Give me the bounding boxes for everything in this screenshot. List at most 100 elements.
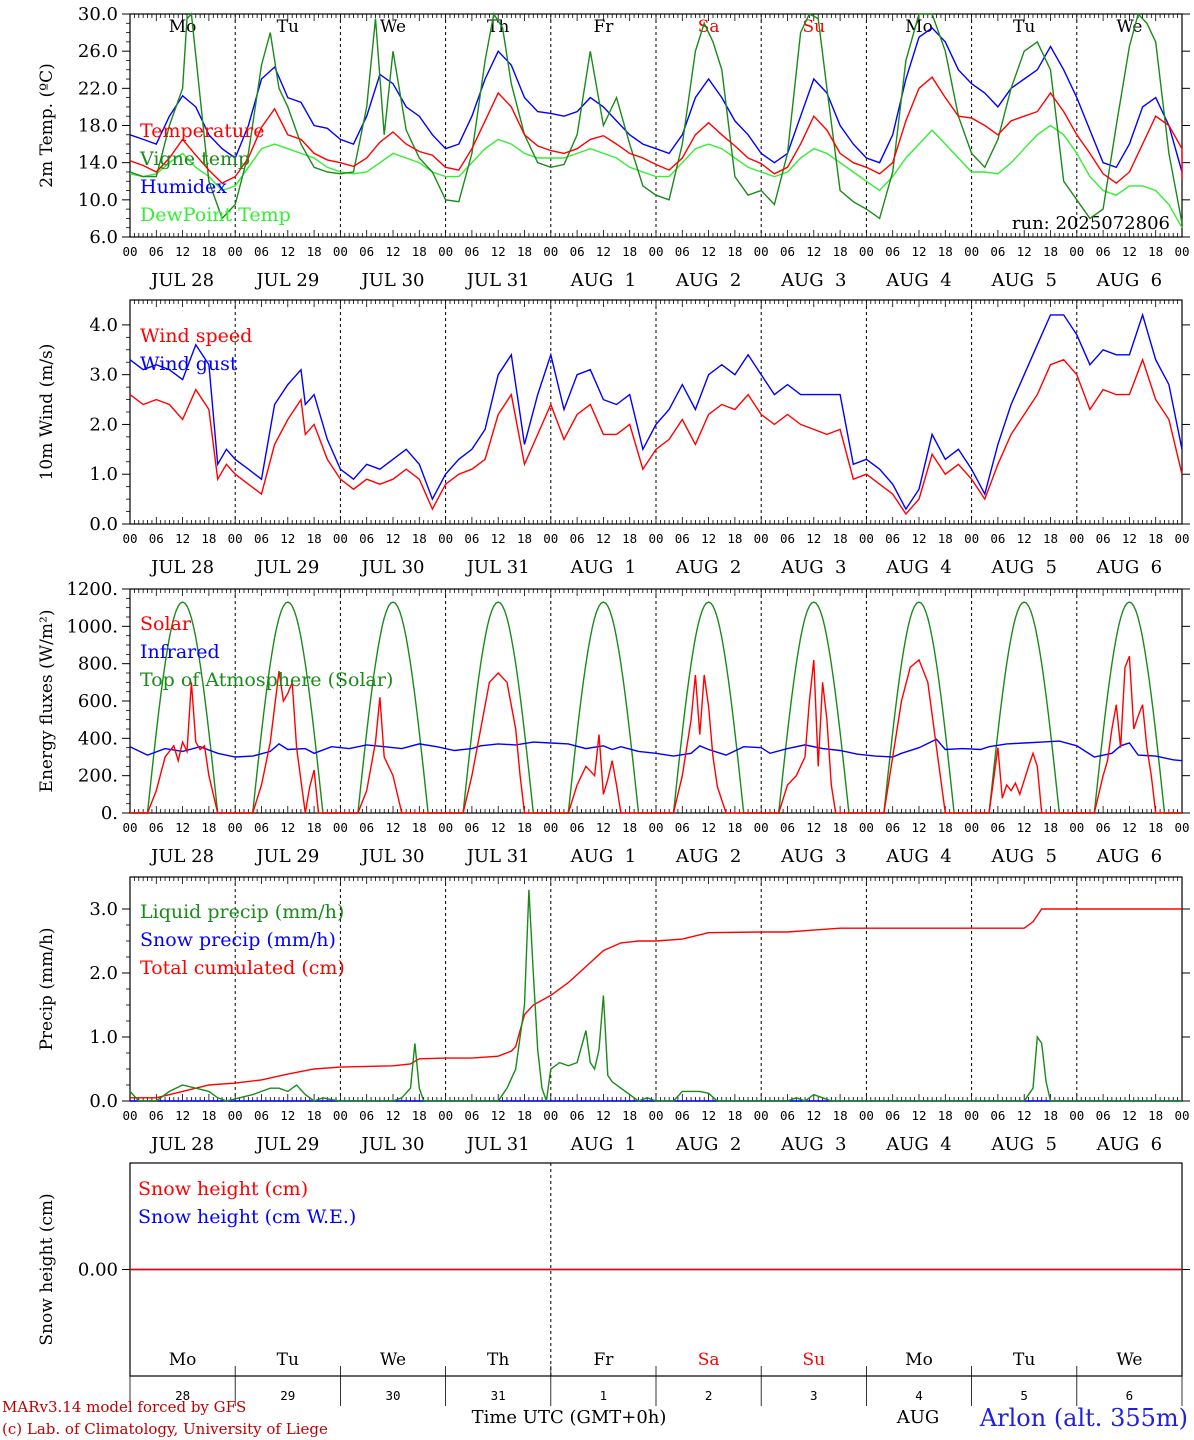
y-tick-label: 1000.	[66, 616, 118, 637]
hour-label: 06	[885, 1108, 900, 1123]
hour-label: 12	[806, 1108, 821, 1123]
hour-label: 12	[596, 531, 611, 546]
date-label: AUG 3	[780, 270, 846, 291]
hour-label: 12	[491, 1108, 506, 1123]
date-label: JUL 29	[254, 270, 319, 291]
hour-label: 06	[149, 244, 164, 259]
day-number: 31	[491, 1388, 506, 1403]
hour-label: 00	[964, 1108, 979, 1123]
hour-label: 18	[517, 244, 532, 259]
y-axis-label: Energy fluxes (W/m²)	[37, 610, 57, 793]
date-label: AUG 1	[570, 846, 636, 867]
hour-label: 18	[833, 531, 848, 546]
hour-label: 18	[938, 1108, 953, 1123]
series-temperature	[129, 76, 1183, 184]
hour-label: 18	[1043, 820, 1058, 835]
weekday-label: Tu	[277, 1350, 299, 1370]
hour-label: 00	[543, 244, 558, 259]
x-axis-label: Time UTC (GMT+0h)	[472, 1407, 667, 1428]
series-total-cumulated-cm	[130, 908, 1182, 1099]
legend-entry: Liquid precip (mm/h)	[140, 901, 344, 923]
hour-label: 06	[464, 244, 479, 259]
hour-label: 06	[570, 244, 585, 259]
hour-label: 00	[1069, 820, 1084, 835]
weekday-label: Su	[802, 1350, 825, 1370]
hour-label: 18	[412, 244, 427, 259]
hour-label: 06	[780, 531, 795, 546]
hour-label: 00	[228, 1108, 243, 1123]
hour-label: 18	[727, 244, 742, 259]
y-tick-label: 18.0	[78, 116, 118, 137]
hour-label: 18	[1148, 820, 1163, 835]
y-tick-label: 800.	[78, 654, 118, 675]
hour-label: 12	[385, 244, 400, 259]
footer-model: MARv3.14 model forced by GFS	[2, 1398, 246, 1416]
hour-label: 12	[596, 1108, 611, 1123]
hour-label: 00	[859, 820, 874, 835]
hour-label: 12	[385, 1108, 400, 1123]
y-tick-label: 0.00	[78, 1260, 118, 1281]
hour-label: 00	[122, 820, 137, 835]
hour-label: 18	[622, 531, 637, 546]
hour-label: 12	[175, 1108, 190, 1123]
date-label: AUG 2	[675, 1134, 741, 1155]
hour-label: 12	[701, 820, 716, 835]
hour-label: 00	[859, 531, 874, 546]
hour-label: 00	[964, 244, 979, 259]
date-label: AUG 6	[1096, 557, 1162, 578]
hour-label: 18	[201, 820, 216, 835]
date-label: AUG 1	[570, 1134, 636, 1155]
y-axis-label: 2m Temp. (ºC)	[37, 63, 57, 188]
hour-label: 00	[543, 531, 558, 546]
y-tick-label: 1.0	[89, 1027, 118, 1048]
hour-label: 12	[175, 820, 190, 835]
hour-label: 12	[491, 244, 506, 259]
panel-frame	[129, 299, 1183, 525]
hour-label: 18	[307, 1108, 322, 1123]
hour-label: 06	[254, 531, 269, 546]
hour-label: 12	[1122, 1108, 1137, 1123]
hour-label: 12	[1122, 531, 1137, 546]
hour-label: 00	[648, 531, 663, 546]
date-label: JUL 31	[465, 557, 530, 578]
date-label: JUL 29	[254, 846, 319, 867]
hour-label: 12	[385, 820, 400, 835]
hour-label: 18	[517, 531, 532, 546]
hour-label: 06	[254, 820, 269, 835]
hour-label: 12	[385, 531, 400, 546]
date-label: AUG 5	[990, 270, 1056, 291]
hour-label: 18	[938, 531, 953, 546]
hour-label: 00	[438, 1108, 453, 1123]
y-tick-label: 600.	[78, 691, 118, 712]
hour-label: 00	[333, 820, 348, 835]
date-label: JUL 31	[465, 270, 530, 291]
hour-label: 18	[307, 244, 322, 259]
hour-label: 18	[1043, 1108, 1058, 1123]
hour-label: 06	[885, 820, 900, 835]
date-label: AUG 3	[780, 557, 846, 578]
series-infrared	[129, 738, 1183, 762]
y-axis-label: 10m Wind (m/s)	[37, 344, 57, 481]
day-number: 4	[915, 1388, 923, 1403]
hour-label: 06	[570, 820, 585, 835]
date-label: AUG 3	[780, 1134, 846, 1155]
weekday-label: Tu	[277, 17, 299, 37]
hour-label: 00	[964, 820, 979, 835]
weekday-label: We	[380, 17, 406, 37]
hour-label: 06	[149, 1108, 164, 1123]
date-label: JUL 29	[254, 1134, 319, 1155]
hour-label: 06	[1096, 531, 1111, 546]
weekday-label: Tu	[1013, 17, 1035, 37]
hour-label: 00	[1069, 244, 1084, 259]
hour-label: 12	[1122, 244, 1137, 259]
date-label: AUG 3	[780, 846, 846, 867]
hour-label: 06	[675, 820, 690, 835]
hour-label: 18	[412, 820, 427, 835]
hour-label: 18	[1148, 531, 1163, 546]
date-label: AUG 2	[675, 846, 741, 867]
hour-label: 12	[701, 531, 716, 546]
day-number: 2	[705, 1388, 713, 1403]
hour-label: 06	[1096, 244, 1111, 259]
series-wind-speed	[129, 357, 1183, 516]
